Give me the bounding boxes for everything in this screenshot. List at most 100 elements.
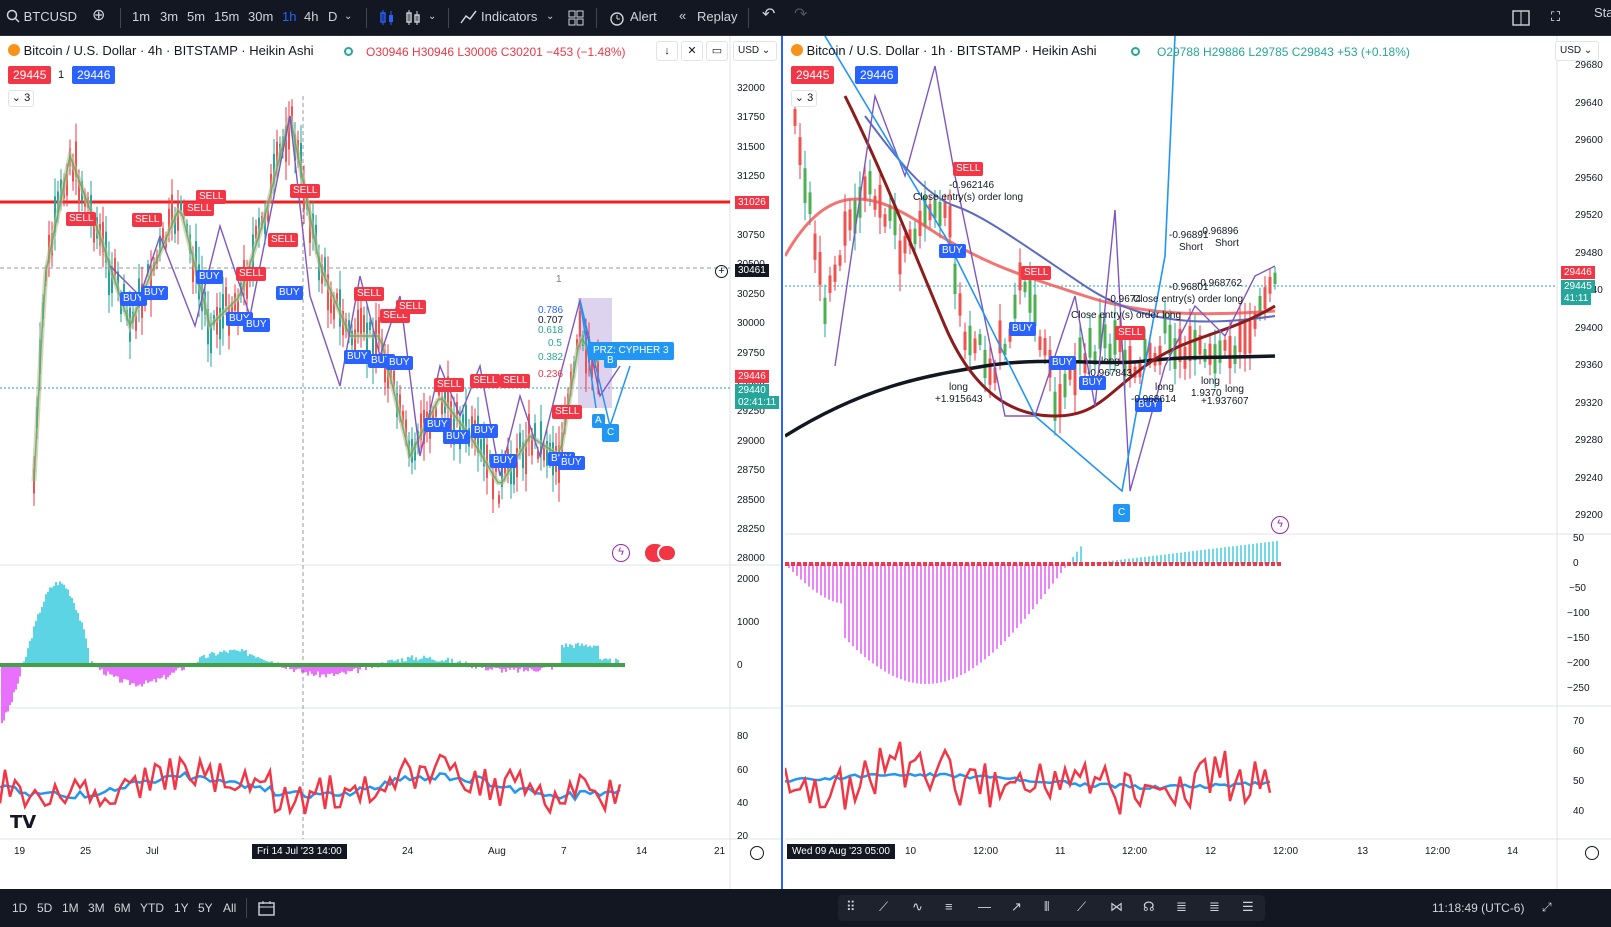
- settings-icon[interactable]: [750, 846, 764, 860]
- candle-body: [291, 106, 293, 121]
- save-button[interactable]: Sta: [1594, 5, 1611, 20]
- fullscreen-icon[interactable]: ⛶: [1551, 9, 1561, 24]
- interval-1m[interactable]: 1m: [132, 9, 151, 24]
- drawing-tool-menu-icon[interactable]: ☰: [1242, 899, 1254, 914]
- us-flag-icon[interactable]: [657, 544, 677, 562]
- replay-button[interactable]: Replay: [697, 9, 738, 24]
- undo-icon[interactable]: ↶: [762, 6, 776, 23]
- range-5y[interactable]: 5Y: [198, 901, 213, 915]
- maximize-icon[interactable]: ⤢: [1542, 900, 1552, 914]
- currency-select[interactable]: USD ⌄: [1555, 41, 1599, 61]
- candle-body: [1013, 294, 1017, 319]
- drawing-tool-fibstack-icon[interactable]: ≣: [1209, 899, 1220, 914]
- symbol-search[interactable]: BTCUSD: [6, 8, 77, 26]
- lightning-icon[interactable]: ϟ: [612, 544, 630, 562]
- alarm-clock-icon[interactable]: [608, 9, 626, 27]
- candle-body: [225, 287, 227, 307]
- interval-15m[interactable]: 15m: [214, 9, 240, 24]
- layout-icon[interactable]: [568, 10, 584, 26]
- macd-axis-label: −100: [1567, 608, 1590, 619]
- lightning-icon[interactable]: ϟ: [1271, 516, 1289, 534]
- indicators-button[interactable]: Indicators: [481, 9, 538, 24]
- panel-layout-icon[interactable]: [1512, 10, 1530, 26]
- maximize-icon[interactable]: ▭: [706, 41, 728, 61]
- drawing-tool-hline-icon[interactable]: —: [978, 899, 991, 914]
- candles-icon[interactable]: [378, 9, 396, 27]
- buy-signal: BUY: [1009, 322, 1036, 336]
- interval-1h[interactable]: 1h: [282, 9, 297, 24]
- indicators-icon[interactable]: [460, 9, 478, 25]
- add-symbol-icon[interactable]: ⊕: [92, 7, 106, 24]
- interval-5m[interactable]: 5m: [187, 9, 206, 24]
- candle-body: [150, 266, 152, 301]
- range-6m[interactable]: 6M: [114, 901, 131, 915]
- candle-body: [360, 307, 362, 335]
- candle-body: [978, 334, 982, 345]
- drawing-tool-fib-icon[interactable]: ≡: [945, 899, 953, 914]
- drawing-tool-pattern-icon[interactable]: ⋈: [1110, 899, 1123, 914]
- drawing-tool-gann-icon[interactable]: ☊: [1143, 899, 1155, 914]
- candle-body: [1063, 373, 1067, 398]
- drawing-tool-line-icon[interactable]: ⟋: [1077, 899, 1087, 914]
- chevron-down-icon[interactable]: ⌄: [344, 11, 353, 22]
- drawing-tool-trend-icon[interactable]: ⟋: [879, 899, 889, 914]
- candle-body: [853, 200, 857, 234]
- interval-3m[interactable]: 3m: [160, 9, 179, 24]
- ask-price-badge[interactable]: 29446: [72, 66, 116, 84]
- drawing-tool-abc-icon[interactable]: ∿: [912, 899, 923, 914]
- indicator-toggle[interactable]: ⌄ 3: [8, 90, 34, 107]
- bid-price-badge[interactable]: 29445: [791, 66, 835, 84]
- right-chart-canvas[interactable]: [785, 36, 1611, 889]
- range-all[interactable]: All: [223, 901, 237, 915]
- moving-average: [31, 115, 601, 486]
- range-1d[interactable]: 1D: [12, 901, 28, 915]
- drawing-tool-grip-icon[interactable]: ⠿: [846, 899, 856, 914]
- bid-price-badge[interactable]: 29445: [8, 66, 52, 84]
- left-chart-pane[interactable]: Bitcoin / U.S. Dollar · 4h · BITSTAMP · …: [0, 36, 783, 889]
- add-icon[interactable]: +: [715, 265, 728, 278]
- left-chart-canvas[interactable]: [0, 36, 783, 889]
- right-chart-pane[interactable]: Bitcoin / U.S. Dollar · 1h · BITSTAMP · …: [785, 36, 1611, 889]
- redo-icon[interactable]: ↷: [794, 6, 808, 23]
- candle-body: [498, 495, 500, 504]
- bitcoin-icon: [791, 44, 803, 56]
- clock[interactable]: 11:18:49 (UTC-6): [1432, 901, 1525, 915]
- buy-signal: BUY: [243, 318, 270, 332]
- price-axis-label: 29480: [1575, 247, 1603, 259]
- candle-body: [833, 264, 837, 282]
- drawing-tool-fibfan-icon[interactable]: ≣: [1176, 899, 1187, 914]
- crosshair-time-tag: Wed 09 Aug '23 05:00: [787, 844, 895, 859]
- calendar-icon[interactable]: [258, 900, 276, 916]
- interval-d[interactable]: D: [328, 9, 338, 24]
- range-5d[interactable]: 5D: [37, 901, 53, 915]
- settings-icon[interactable]: [1585, 846, 1599, 860]
- range-3m[interactable]: 3M: [88, 901, 105, 915]
- bitcoin-icon: [8, 44, 20, 56]
- range-1y[interactable]: 1Y: [174, 901, 189, 915]
- rewind-icon[interactable]: «: [679, 8, 687, 23]
- drawing-tool-ray-icon[interactable]: ↗: [1011, 899, 1022, 914]
- candle-body: [1103, 324, 1107, 349]
- candle-body: [818, 252, 822, 285]
- indicator-toggle[interactable]: ⌄ 3: [791, 90, 817, 107]
- range-ytd[interactable]: YTD: [140, 901, 164, 915]
- drawing-tool-bars-icon[interactable]: ⫴: [1044, 899, 1050, 914]
- prz-cypher-label[interactable]: PRZ: CYPHER 3: [588, 342, 674, 360]
- alert-button[interactable]: Alert: [630, 9, 657, 24]
- arrow-down-icon[interactable]: ↓: [656, 41, 678, 61]
- candle-body: [135, 314, 137, 331]
- price-axis-label: 29400: [1575, 322, 1603, 334]
- interval-4h[interactable]: 4h: [304, 9, 319, 24]
- currency-select[interactable]: USD ⌄: [733, 41, 777, 61]
- chevron-down-icon[interactable]: ⌄: [546, 11, 555, 22]
- interval-30m[interactable]: 30m: [248, 9, 274, 24]
- candle-body: [354, 329, 356, 353]
- candle-body: [147, 264, 149, 273]
- chart-style-icon[interactable]: [404, 9, 422, 27]
- close-icon[interactable]: ✕: [681, 41, 703, 61]
- ask-price-badge[interactable]: 29446: [855, 66, 899, 84]
- chevron-down-icon[interactable]: ⌄: [428, 11, 437, 22]
- candle-body: [1203, 349, 1207, 362]
- range-1m[interactable]: 1M: [62, 901, 79, 915]
- candle-body: [868, 171, 872, 195]
